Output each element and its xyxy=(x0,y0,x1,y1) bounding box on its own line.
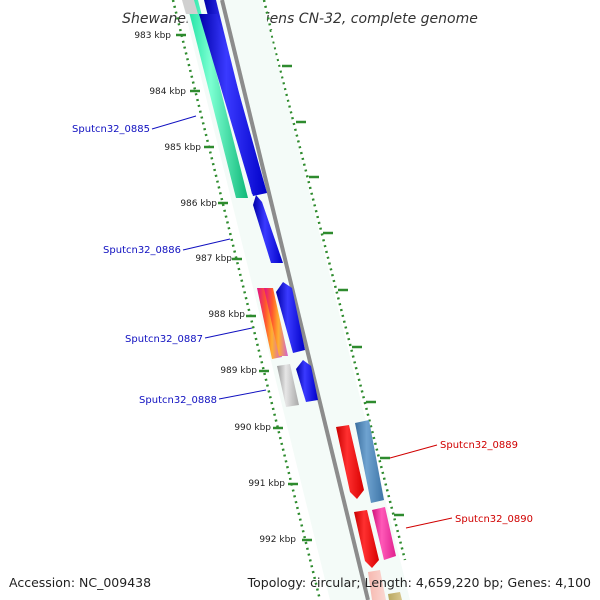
gene-leader-line xyxy=(182,238,231,251)
gene-feature xyxy=(296,360,318,402)
gene-label-sputcn32-0887: Sputcn32_0887 xyxy=(125,334,203,345)
tick-labels: 983 kbp 984 kbp 985 kbp 986 kbp 987 kbp … xyxy=(134,31,296,545)
gene-label-sputcn32-0888: Sputcn32_0888 xyxy=(139,395,217,406)
genes-minus-strand xyxy=(336,420,402,600)
gene-feature xyxy=(253,195,283,263)
inner-tick-marks xyxy=(176,33,312,542)
gene-feature xyxy=(264,288,288,356)
tick-label: 983 kbp xyxy=(134,31,171,41)
gene-feature xyxy=(388,592,402,600)
gene-feature xyxy=(354,510,379,568)
tick-label: 984 kbp xyxy=(149,87,186,97)
gene-leader-line xyxy=(405,517,453,529)
gene-label-sputcn32-0885: Sputcn32_0885 xyxy=(72,124,150,135)
gene-feature xyxy=(277,364,299,407)
outer-tick-line-upper xyxy=(262,0,273,31)
gene-feature xyxy=(182,0,198,14)
gene-label-sputcn32-0886: Sputcn32_0886 xyxy=(103,245,181,256)
tick-label: 991 kbp xyxy=(248,479,285,489)
gene-feature xyxy=(199,14,267,196)
tick-label: 986 kbp xyxy=(180,199,217,209)
gene-label-sputcn32-0889: Sputcn32_0889 xyxy=(440,440,518,451)
gene-feature xyxy=(276,282,305,353)
gene-feature xyxy=(336,425,364,499)
gene-feature xyxy=(186,0,248,198)
inner-tick-line xyxy=(171,0,322,600)
genome-summary-text: Topology: circular; Length: 4,659,220 bp… xyxy=(247,575,591,590)
gene-feature xyxy=(372,507,396,560)
tick-label: 988 kbp xyxy=(208,310,245,320)
gene-feature xyxy=(368,570,386,600)
gene-leader-line xyxy=(389,444,438,459)
gene-feature xyxy=(355,420,384,503)
gene-labels: Sputcn32_0885 Sputcn32_0886 Sputcn32_088… xyxy=(72,115,533,529)
genome-backbone xyxy=(220,0,370,600)
gene-label-sputcn32-0890: Sputcn32_0890 xyxy=(455,514,533,525)
accession-text: Accession: NC_009438 xyxy=(9,575,152,590)
outer-tick-marks xyxy=(282,64,404,517)
outer-tick-line xyxy=(268,29,407,561)
tick-label: 992 kbp xyxy=(259,535,296,545)
tick-label: 985 kbp xyxy=(164,143,201,153)
tick-label: 987 kbp xyxy=(195,254,232,264)
gene-leader-line xyxy=(218,389,267,400)
gene-leader-line xyxy=(151,115,197,130)
gene-leader-line xyxy=(204,327,253,339)
tick-label: 989 kbp xyxy=(220,366,257,376)
tick-label: 990 kbp xyxy=(234,423,271,433)
genes-plus-strand xyxy=(182,0,318,407)
